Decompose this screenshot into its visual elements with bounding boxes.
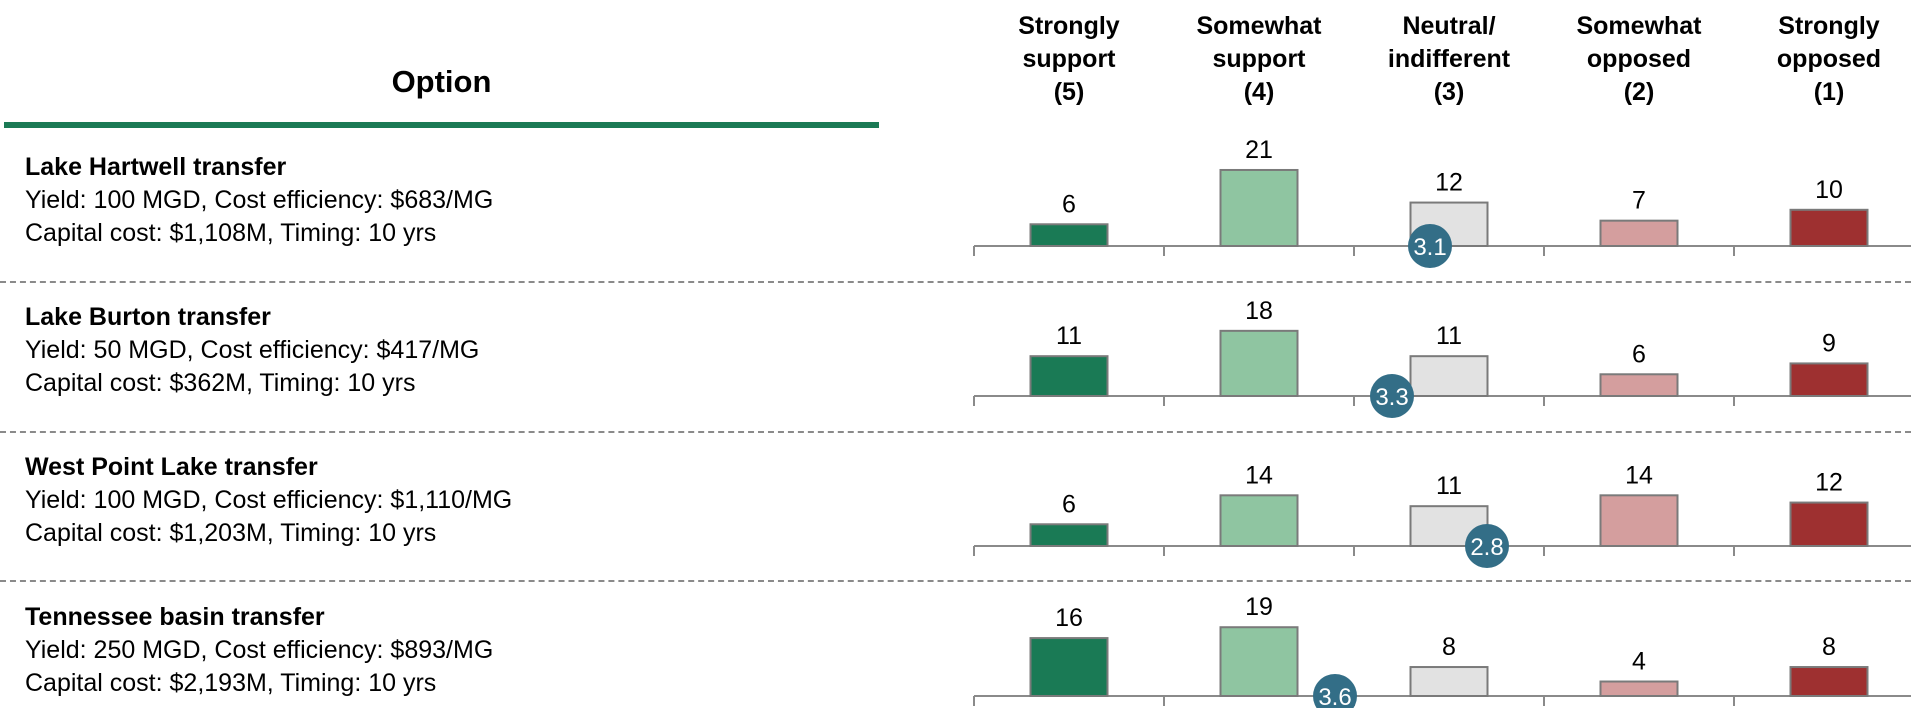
option-row-lake-hartwell: Lake Hartwell transfer Yield: 100 MGD, C… xyxy=(25,151,493,250)
bar-somewhat-support xyxy=(1219,494,1299,548)
bar-value-label: 6 xyxy=(1062,190,1076,218)
bar-somewhat-support xyxy=(1219,329,1299,397)
bar-value-label: 6 xyxy=(1062,490,1076,518)
option-capital-cost-timing: Capital cost: $2,193M, Timing: 10 yrs xyxy=(25,669,437,697)
row-separator xyxy=(0,431,1911,433)
bar-value-label: 11 xyxy=(1436,322,1462,350)
header-rule xyxy=(4,122,879,128)
bar-strongly-support xyxy=(1029,355,1109,397)
option-row-lake-burton: Lake Burton transfer Yield: 50 MGD, Cost… xyxy=(25,301,479,400)
option-title: Lake Hartwell transfer xyxy=(25,153,287,181)
bar-strongly-opposed xyxy=(1789,208,1869,248)
option-capital-cost-timing: Capital cost: $362M, Timing: 10 yrs xyxy=(25,369,416,397)
bar-value-label: 14 xyxy=(1625,461,1653,489)
column-header-neutral: Neutral/ indifferent (3) xyxy=(1387,12,1511,106)
bar-neutral xyxy=(1409,666,1489,697)
bar-value-label: 19 xyxy=(1245,593,1273,621)
mean-score-label: 3.3 xyxy=(1375,384,1408,411)
bar-value-label: 12 xyxy=(1435,169,1463,197)
bar-value-label: 11 xyxy=(1056,322,1082,350)
bar-value-label: 10 xyxy=(1815,176,1843,204)
bar-value-label: 16 xyxy=(1055,604,1083,632)
bar-neutral xyxy=(1409,355,1489,397)
bar-somewhat-opposed xyxy=(1599,373,1679,397)
bar-strongly-opposed xyxy=(1789,501,1869,547)
bar-value-label: 14 xyxy=(1245,461,1273,489)
bar-value-label: 18 xyxy=(1245,297,1273,325)
option-column-header: Option xyxy=(391,64,492,99)
mean-score-marker xyxy=(1313,674,1357,708)
bar-somewhat-support xyxy=(1219,168,1299,247)
mean-score-marker xyxy=(1370,374,1414,418)
bar-strongly-opposed xyxy=(1789,362,1869,398)
mean-score-marker xyxy=(1408,224,1452,268)
option-yield-cost-efficiency: Yield: 250 MGD, Cost efficiency: $893/MG xyxy=(25,636,494,664)
bar-strongly-support xyxy=(1029,523,1109,548)
bar-value-label: 4 xyxy=(1632,648,1646,676)
bar-value-label: 7 xyxy=(1632,187,1646,215)
mean-score-label: 3.6 xyxy=(1318,684,1351,708)
bar-somewhat-support xyxy=(1219,626,1299,697)
bar-value-label: 8 xyxy=(1442,633,1456,661)
option-title: Tennessee basin transfer xyxy=(25,603,325,631)
bar-value-label: 12 xyxy=(1815,469,1843,497)
option-yield-cost-efficiency: Yield: 100 MGD, Cost efficiency: $1,110/… xyxy=(25,486,513,514)
bar-value-label: 6 xyxy=(1632,340,1646,368)
bar-somewhat-opposed xyxy=(1599,219,1679,248)
bar-value-label: 8 xyxy=(1822,633,1836,661)
column-header-somewhat-opposed: Somewhat opposed (2) xyxy=(1576,12,1702,106)
bar-somewhat-opposed xyxy=(1599,680,1679,698)
bar-strongly-support xyxy=(1029,223,1109,247)
bar-somewhat-opposed xyxy=(1599,494,1679,548)
option-row-west-point-lake: West Point Lake transfer Yield: 100 MGD,… xyxy=(25,451,512,550)
mean-score-label: 3.1 xyxy=(1413,234,1446,261)
mean-score-marker xyxy=(1465,524,1509,568)
option-yield-cost-efficiency: Yield: 50 MGD, Cost efficiency: $417/MG xyxy=(25,336,480,364)
column-header-strongly-support: Strongly support (5) xyxy=(1018,12,1120,106)
column-header-somewhat-support: Somewhat support (4) xyxy=(1196,12,1322,106)
bar-strongly-support xyxy=(1029,637,1109,698)
bar-value-label: 11 xyxy=(1436,472,1462,500)
bar-value-label: 21 xyxy=(1245,136,1273,164)
bar-value-label: 9 xyxy=(1822,329,1836,357)
column-header-strongly-opposed: Strongly opposed (1) xyxy=(1776,12,1882,106)
option-row-tennessee-basin: Tennessee basin transfer Yield: 250 MGD,… xyxy=(25,601,493,700)
option-yield-cost-efficiency: Yield: 100 MGD, Cost efficiency: $683/MG xyxy=(25,186,494,214)
option-title: Lake Burton transfer xyxy=(25,303,271,331)
option-capital-cost-timing: Capital cost: $1,203M, Timing: 10 yrs xyxy=(25,519,437,547)
row-separator xyxy=(0,580,1911,582)
mean-score-label: 2.8 xyxy=(1470,534,1503,561)
option-title: West Point Lake transfer xyxy=(25,453,318,481)
row-separator xyxy=(0,281,1911,283)
option-capital-cost-timing: Capital cost: $1,108M, Timing: 10 yrs xyxy=(25,219,437,247)
bar-strongly-opposed xyxy=(1789,666,1869,697)
